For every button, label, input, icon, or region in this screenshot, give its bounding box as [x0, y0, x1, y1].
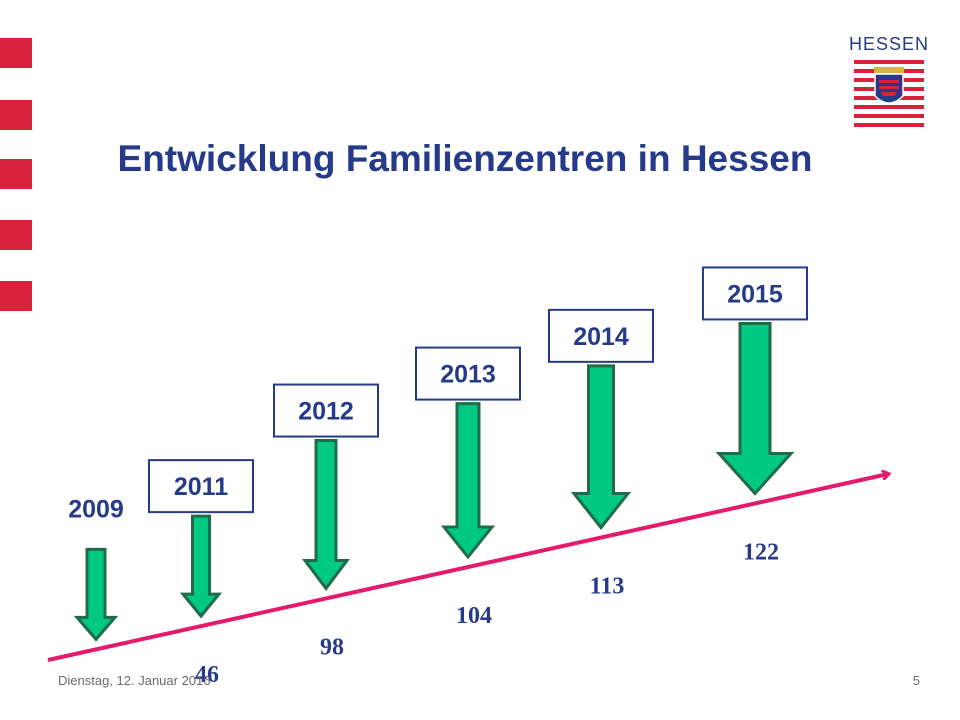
hessen-logo: HESSEN — [848, 30, 930, 130]
decor-bar-2 — [0, 100, 32, 130]
year-label-2012: 2012 — [298, 398, 354, 426]
year-box-2011 — [148, 459, 254, 514]
year-box-2014 — [548, 308, 654, 363]
year-box-2013 — [415, 346, 521, 401]
hessen-coat-of-arms-icon — [854, 60, 924, 127]
value-label-2015: 122 — [743, 539, 779, 565]
year-box-2015 — [702, 266, 808, 321]
value-label-2012: 98 — [320, 634, 344, 660]
arrow-2009 — [73, 547, 119, 642]
year-box-2012 — [273, 383, 379, 438]
year-label-2011: 2011 — [174, 473, 228, 501]
value-label-2011: 46 — [195, 662, 219, 688]
decor-bar-4 — [0, 220, 32, 250]
value-label-2014: 113 — [590, 574, 625, 600]
year-label-2009: 2009 — [68, 495, 124, 523]
arrow-2011 — [179, 514, 223, 619]
footer-date: Dienstag, 12. Januar 2016 — [58, 673, 211, 688]
arrow-2013 — [440, 402, 496, 560]
trend-line — [47, 474, 888, 662]
decor-bar-5 — [0, 281, 32, 311]
arrow-2015 — [715, 321, 795, 496]
value-label-2013: 104 — [456, 603, 492, 629]
decor-bar-3 — [0, 159, 32, 189]
year-label-2015: 2015 — [727, 280, 783, 308]
year-label-2014: 2014 — [573, 323, 629, 351]
arrow-2014 — [570, 364, 632, 530]
hessen-logo-text: HESSEN — [848, 34, 930, 54]
arrow-2012 — [302, 439, 350, 591]
decor-bar-1 — [0, 38, 32, 68]
slide-title: Entwicklung Familienzentren in Hessen — [117, 138, 813, 179]
page-number: 5 — [912, 673, 920, 688]
year-label-2013: 2013 — [440, 361, 496, 389]
